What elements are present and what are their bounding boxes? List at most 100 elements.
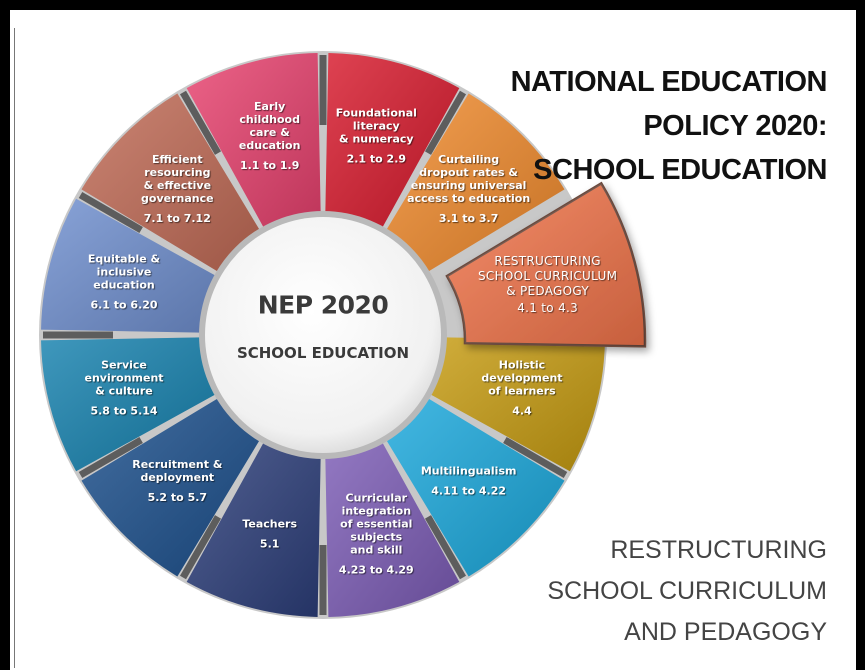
segment-label-line: integration <box>341 504 412 518</box>
segment-label-efficient-resourcing: Efficient resourcing & effective governance… <box>141 153 214 225</box>
segment-label-line: & PEDAGOGY <box>506 284 590 299</box>
segment-label-line: Holistic <box>498 358 546 372</box>
segment-divider <box>78 436 143 479</box>
segment-label-line: Teachers <box>242 517 298 531</box>
segment-label-line: RESTRUCTURING <box>494 254 601 269</box>
segment-label-multilingualism: Multilingualism 4.11 to 4.22 <box>421 464 517 497</box>
segment-range: 4.4 <box>512 404 532 418</box>
segment-label-line: access to education <box>407 192 531 206</box>
highlight-caption: RESTRUCTURING SCHOOL CURRICULUM AND PEDA… <box>547 530 827 653</box>
segment-label-teachers: Teachers 5.1 <box>242 517 297 550</box>
segment-label-holistic-development: Holistic development of learners 4.4 <box>481 359 562 418</box>
hub-circle <box>205 217 441 453</box>
segment-range: 5.8 to 5.14 <box>90 404 158 418</box>
segment-label-line: inclusive <box>96 265 152 279</box>
segment-label-restructuring-curriculum: RESTRUCTURING SCHOOL CURRICULUM & PEDAGOGY… <box>478 254 617 316</box>
title-line: NATIONAL EDUCATION <box>510 66 828 98</box>
segment-label-service-environment: Service environment & culture 5.8 to 5.14 <box>84 359 163 418</box>
segment-label-line: development <box>481 371 563 385</box>
segment-label-line: education <box>93 278 155 292</box>
segment-range: 6.1 to 6.20 <box>90 298 158 312</box>
title-line: SCHOOL EDUCATION <box>533 154 827 186</box>
segment-label-line: governance <box>141 192 214 206</box>
segment-label-line: resourcing <box>144 166 211 180</box>
segment-divider <box>179 90 222 155</box>
segment-range: 2.1 to 2.9 <box>346 152 407 166</box>
page-title: NATIONAL EDUCATION POLICY 2020: SCHOOL E… <box>510 60 828 192</box>
segment-label-line: Curtailing <box>438 153 500 167</box>
segment-label-line: environment <box>84 371 164 385</box>
segment-shading <box>41 337 217 472</box>
segment-label-line: Efficient <box>152 153 203 167</box>
segment-range: 3.1 to 3.7 <box>438 212 499 226</box>
segment-label-line: & culture <box>95 384 153 398</box>
segment-label-line: education <box>238 139 301 153</box>
segment-service-environment <box>41 337 217 479</box>
segment-divider <box>78 191 143 234</box>
center-title: NEP 2020 <box>257 290 389 320</box>
segment-recruitment-deployment <box>81 398 260 580</box>
segment-multilingualism <box>386 398 568 577</box>
segment-shading <box>447 183 645 347</box>
segment-efficient-resourcing <box>78 93 260 272</box>
caption-line: AND PEDAGOGY <box>624 618 827 646</box>
segment-label-line: Recruitment & <box>132 457 223 471</box>
segment-label-line: & numeracy <box>339 132 414 146</box>
segment-equitable-inclusive <box>41 198 217 339</box>
segment-label-line: SCHOOL CURRICULUM <box>477 269 618 284</box>
segment-label-line: Curricular <box>345 491 408 505</box>
segment-shading <box>81 93 260 272</box>
segment-label-early-childhood: Early childhood care & education 1.1 to 1.9 <box>239 100 301 172</box>
segment-label-recruitment-deployment: Recruitment & deployment 5.2 to 5.7 <box>132 458 222 504</box>
segment-label-line: Early <box>254 100 286 114</box>
frame-inner-rule <box>14 28 15 668</box>
segment-foundational-literacy <box>319 53 460 229</box>
segment-divider <box>503 436 568 479</box>
segment-shading <box>41 198 217 333</box>
segment-shading <box>325 53 460 229</box>
segment-label-line: dropout rates & <box>419 166 519 180</box>
segment-label-line: Foundational <box>335 106 417 120</box>
segment-divider <box>179 515 222 580</box>
segment-range: 5.2 to 5.7 <box>147 490 208 504</box>
segment-label-line: of learners <box>488 384 556 398</box>
segment-range: 4.11 to 4.22 <box>431 484 507 498</box>
segment-restructuring-curriculum <box>445 181 647 348</box>
segment-shading <box>386 398 565 577</box>
segment-shading <box>325 441 460 617</box>
segment-shading <box>81 398 260 577</box>
segment-label-line: subjects <box>350 530 403 544</box>
caption-line: RESTRUCTURING <box>610 536 827 564</box>
segment-range: 4.23 to 4.29 <box>338 563 414 577</box>
segment-label-line: childhood <box>239 113 300 127</box>
segment-divider <box>424 515 467 580</box>
segment-teachers <box>186 441 327 617</box>
segment-label-line: care & <box>249 126 290 140</box>
segment-shading <box>186 441 321 617</box>
segment-label-line: deployment <box>140 470 215 484</box>
segment-label-line: Equitable & <box>87 252 161 266</box>
segment-label-line: of essential <box>340 517 413 531</box>
segment-curricular-integration <box>325 441 467 617</box>
title-line: POLICY 2020: <box>643 110 827 142</box>
caption-line: SCHOOL CURRICULUM <box>547 577 827 605</box>
segment-label-foundational-literacy: Foundational literacy & numeracy 2.1 to 2.9 <box>336 107 417 166</box>
segment-range: 1.1 to 1.9 <box>239 159 300 173</box>
segment-label-line: and skill <box>350 543 403 557</box>
segment-label-curricular-integration: Curricular integration of essential subject… <box>339 491 414 576</box>
segment-shading <box>186 53 321 229</box>
segment-label-line: literacy <box>352 119 400 133</box>
segment-shading <box>429 337 605 472</box>
segment-dropout-rates <box>386 90 565 272</box>
center-subtitle: SCHOOL EDUCATION <box>236 344 410 362</box>
segment-early-childhood <box>179 53 321 229</box>
segment-label-line: ensuring universal <box>410 179 527 193</box>
segment-label-line: Service <box>101 358 147 372</box>
segment-label-equitable-inclusive: Equitable & inclusive education 6.1 to 6.20 <box>88 252 160 311</box>
segment-shading <box>386 93 565 272</box>
segment-divider <box>424 90 467 155</box>
segment-label-line: & effective <box>143 179 212 193</box>
segment-label-line: Multilingualism <box>420 464 517 478</box>
